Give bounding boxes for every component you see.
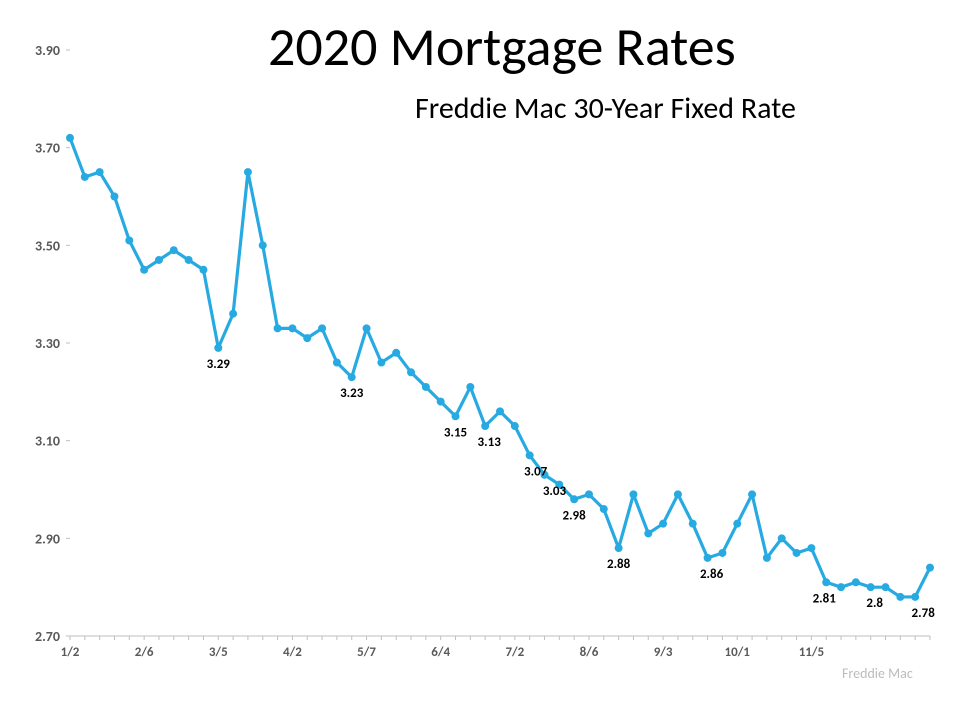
data-point bbox=[867, 583, 875, 591]
data-point bbox=[274, 324, 282, 332]
y-axis-tick-label: 3.50 bbox=[35, 237, 60, 254]
chart-svg: 2.70 2.90 3.10 3.30 3.50 3.70 3.90 1/2 2/6 3/5 4/2… bbox=[0, 0, 960, 720]
data-point bbox=[644, 529, 652, 537]
y-axis-tick-label: 3.70 bbox=[35, 140, 60, 157]
data-label: 2.86 bbox=[700, 567, 724, 582]
data-point bbox=[437, 398, 445, 406]
x-axis-tick-label: 9/3 bbox=[654, 645, 673, 660]
data-point bbox=[229, 310, 237, 318]
data-point bbox=[570, 495, 578, 503]
data-point bbox=[763, 554, 771, 562]
x-axis-tick-label: 10/1 bbox=[725, 645, 751, 660]
data-point bbox=[155, 256, 163, 264]
data-point bbox=[125, 236, 133, 244]
data-point bbox=[199, 266, 207, 274]
data-label: 2.98 bbox=[563, 508, 587, 523]
data-point bbox=[333, 359, 341, 367]
data-point bbox=[896, 593, 904, 601]
data-point bbox=[911, 593, 919, 601]
data-point bbox=[303, 334, 311, 342]
data-label: 2.78 bbox=[912, 606, 936, 621]
data-label: 3.29 bbox=[207, 357, 231, 372]
data-point bbox=[422, 383, 430, 391]
data-point bbox=[674, 490, 682, 498]
rate-line bbox=[70, 138, 930, 597]
y-axis-tick-label: 2.70 bbox=[35, 628, 60, 645]
data-point bbox=[214, 344, 222, 352]
x-axis-tick-label: 8/6 bbox=[580, 645, 599, 660]
data-label: 2.8 bbox=[866, 596, 883, 611]
data-point bbox=[170, 246, 178, 254]
data-point bbox=[363, 324, 371, 332]
data-point bbox=[466, 383, 474, 391]
data-point bbox=[585, 490, 593, 498]
x-axis-tick-label: 1/2 bbox=[61, 645, 80, 660]
data-point bbox=[496, 407, 504, 415]
data-point bbox=[452, 412, 460, 420]
data-point bbox=[689, 520, 697, 528]
data-point bbox=[926, 564, 934, 572]
data-point bbox=[629, 490, 637, 498]
data-point bbox=[600, 505, 608, 513]
data-point bbox=[318, 324, 326, 332]
data-point bbox=[659, 520, 667, 528]
x-axis-tick-label: 4/2 bbox=[283, 645, 302, 660]
data-label: 2.88 bbox=[607, 557, 631, 572]
data-label: 3.07 bbox=[524, 464, 548, 479]
data-point bbox=[244, 168, 252, 176]
data-point bbox=[718, 549, 726, 557]
chart-container: 2020 Mortgage Rates Freddie Mac 30-Year … bbox=[0, 0, 960, 720]
data-point bbox=[110, 193, 118, 201]
data-point bbox=[748, 490, 756, 498]
x-axis-tick-label: 6/4 bbox=[431, 645, 450, 660]
data-point bbox=[615, 544, 623, 552]
data-point bbox=[882, 583, 890, 591]
x-axis-tick-label: 5/7 bbox=[357, 645, 376, 660]
data-label: 2.81 bbox=[813, 591, 837, 606]
data-point bbox=[392, 349, 400, 357]
data-point bbox=[822, 578, 830, 586]
data-point bbox=[259, 241, 267, 249]
data-point bbox=[511, 422, 519, 430]
data-point bbox=[481, 422, 489, 430]
data-point bbox=[96, 168, 104, 176]
y-axis-tick-label: 2.90 bbox=[35, 530, 60, 547]
data-point bbox=[793, 549, 801, 557]
data-point bbox=[81, 173, 89, 181]
data-point bbox=[348, 373, 356, 381]
data-point bbox=[807, 544, 815, 552]
data-label: 3.15 bbox=[444, 425, 467, 440]
data-point bbox=[140, 266, 148, 274]
data-point bbox=[778, 534, 786, 542]
data-label: 3.13 bbox=[478, 435, 502, 450]
y-axis-tick-label: 3.90 bbox=[35, 42, 60, 59]
y-axis-tick-label: 3.10 bbox=[35, 433, 60, 450]
x-axis-tick-label: 2/6 bbox=[135, 645, 154, 660]
data-point bbox=[733, 520, 741, 528]
data-point bbox=[852, 578, 860, 586]
data-point bbox=[288, 324, 296, 332]
x-axis-tick-label: 7/2 bbox=[505, 645, 524, 660]
data-label: 3.03 bbox=[543, 484, 567, 499]
data-point bbox=[704, 554, 712, 562]
data-point bbox=[185, 256, 193, 264]
y-axis-tick-label: 3.30 bbox=[35, 335, 60, 352]
data-point bbox=[66, 134, 74, 142]
x-axis-tick-label: 11/5 bbox=[799, 645, 824, 660]
data-point bbox=[837, 583, 845, 591]
data-point bbox=[526, 451, 534, 459]
x-axis-tick-label: 3/5 bbox=[209, 645, 228, 660]
data-point bbox=[407, 368, 415, 376]
data-point bbox=[377, 359, 385, 367]
data-label: 3.23 bbox=[340, 386, 364, 401]
